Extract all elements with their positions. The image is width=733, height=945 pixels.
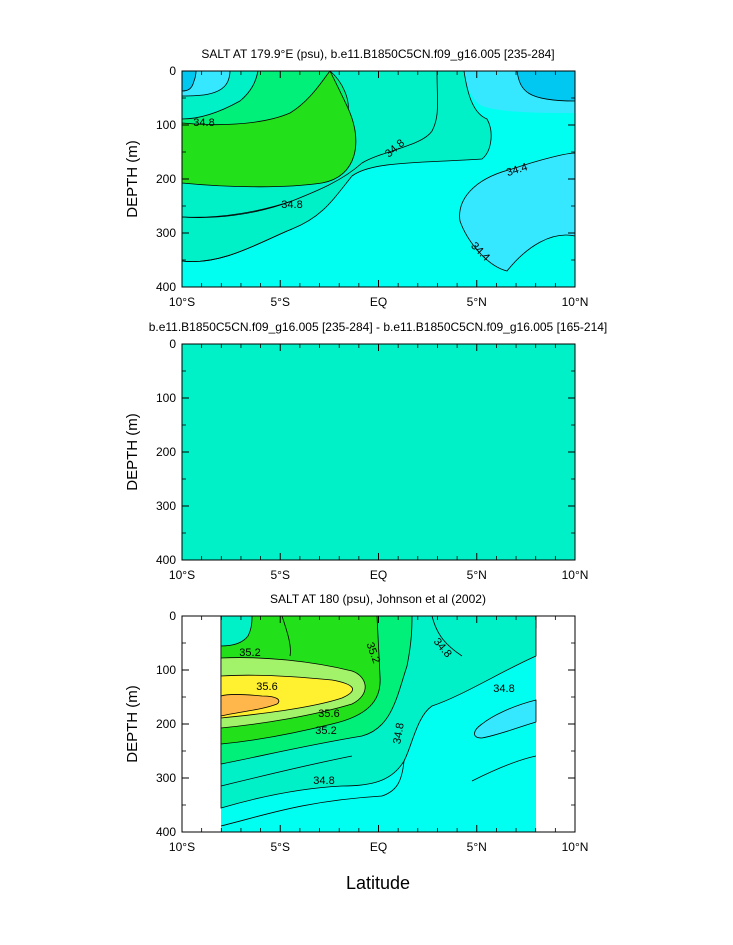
y-axis-title: DEPTH (m) — [124, 140, 141, 218]
x-tick-label: EQ — [370, 295, 387, 309]
panel3-contour-e — [471, 755, 537, 782]
panel1-contour-label: 34.8 — [281, 199, 302, 211]
panel1-contour-a — [181, 200, 293, 218]
y-axis-title: DEPTH (m) — [124, 413, 141, 491]
panel3-fill-low-right — [474, 699, 537, 739]
y-tick-label: 300 — [156, 226, 176, 240]
x-tick-label: EQ — [370, 568, 387, 582]
panel1-title: SALT AT 179.9°E (psu), b.e11.B1850C5CN.f… — [201, 47, 554, 61]
x-tick-label: 10°S — [169, 840, 195, 854]
panel1-fill-low-right — [459, 152, 576, 272]
panel3-contour-label: 35.6 — [256, 681, 277, 693]
panel-difference: b.e11.B1850C5CN.f09_g16.005 [235-284] - … — [124, 320, 607, 582]
y-tick-label: 100 — [156, 118, 176, 132]
x-tick-label: 5°S — [271, 568, 290, 582]
panel-model-salinity: SALT AT 179.9°E (psu), b.e11.B1850C5CN.f… — [124, 47, 588, 309]
y-tick-label: 200 — [156, 445, 176, 459]
x-tick-label: 10°S — [169, 295, 195, 309]
panel3-contour-label: 35.2 — [315, 725, 336, 737]
x-tick-label: 10°N — [562, 295, 589, 309]
panel3-contour-c — [281, 615, 291, 657]
y-tick-label: 400 — [156, 553, 176, 567]
x-tick-label: 5°N — [467, 568, 487, 582]
y-tick-label: 300 — [156, 771, 176, 785]
panel3-fill-35-8 — [220, 694, 280, 717]
panel3-contour-label: 35.6 — [318, 708, 339, 720]
y-tick-label: 0 — [169, 64, 176, 78]
y-tick-label: 0 — [169, 337, 176, 351]
panel1-fill-top-left-deep — [181, 70, 197, 92]
x-tick-label: 5°N — [467, 295, 487, 309]
panel1-contour-b — [181, 228, 293, 263]
x-tick-label: 5°S — [271, 295, 290, 309]
y-tick-label: 400 — [156, 280, 176, 294]
y-tick-label: 400 — [156, 825, 176, 839]
x-tick-label: 5°S — [271, 840, 290, 854]
y-axis-title: DEPTH (m) — [124, 685, 141, 763]
panel2-plot — [181, 343, 576, 561]
panel2-title: b.e11.B1850C5CN.f09_g16.005 [235-284] - … — [149, 320, 608, 334]
x-tick-label: EQ — [370, 840, 387, 854]
y-tick-label: 100 — [156, 391, 176, 405]
panel2-field-uniform — [182, 344, 575, 560]
x-tick-label: 10°N — [562, 840, 589, 854]
panel3-title: SALT AT 180 (psu), Johnson et al (2002) — [270, 592, 486, 606]
panel3-contour-label: 34.8 — [313, 775, 334, 787]
panel3-axes: 10°S 5°S EQ 5°N 10°N 0 100 200 300 400 DEPTH (m) — [124, 609, 588, 854]
y-tick-label: 200 — [156, 172, 176, 186]
panel3-contour-label: 34.8 — [391, 722, 407, 745]
panel3-contour-f — [220, 755, 353, 787]
panel1-plot: 34.8 34.8 34.8 34.4 34.4 — [181, 70, 576, 288]
panel-observations: SALT AT 180 (psu), Johnson et al (2002) — [124, 592, 588, 893]
x-tick-label: 10°S — [169, 568, 195, 582]
panel1-axes: 10°S 5°S EQ 5°N 10°N 0 100 200 300 400 DEPTH (m) — [124, 64, 588, 309]
panel2-axes: 10°S 5°S EQ 5°N 10°N 0 100 200 300 400 DEPTH (m) — [124, 337, 588, 582]
panel1-contour-label: 34.8 — [193, 117, 214, 129]
y-tick-label: 200 — [156, 717, 176, 731]
panel3-contour-label: 34.8 — [493, 683, 514, 695]
y-tick-label: 100 — [156, 663, 176, 677]
panel3-contour-d — [431, 615, 463, 657]
panel3-contour-label: 35.2 — [239, 647, 260, 659]
x-tick-label: 5°N — [467, 840, 487, 854]
panel1-fill-35-2 — [181, 70, 357, 188]
y-tick-label: 0 — [169, 609, 176, 623]
panel3-fill-top-left-aqua — [220, 615, 253, 647]
panel3-contour-g — [220, 760, 405, 827]
y-tick-label: 300 — [156, 499, 176, 513]
x-tick-label: 10°N — [562, 568, 589, 582]
x-axis-title: Latitude — [346, 873, 410, 893]
panel3-plot: 35.2 35.2 34.8 35.6 34.8 35.6 35.2 34.8 … — [181, 615, 576, 833]
